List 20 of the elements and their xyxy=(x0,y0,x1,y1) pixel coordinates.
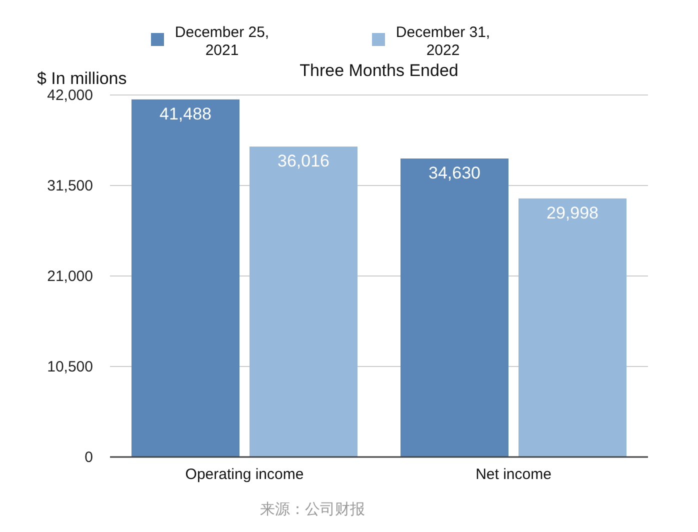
y-tick-label: 10,500 xyxy=(47,358,93,376)
legend-label: December 25, 2021 xyxy=(174,24,270,59)
bar xyxy=(400,158,508,457)
y-axis-title: $ In millions xyxy=(37,69,127,88)
x-tick-label: Operating income xyxy=(185,466,304,483)
bar xyxy=(250,146,358,457)
chart-title: Three Months Ended xyxy=(300,61,458,80)
y-tick-label: 42,000 xyxy=(47,87,93,104)
data-label: 34,630 xyxy=(428,164,480,183)
y-tick-label: 0 xyxy=(84,449,93,466)
data-label: 41,488 xyxy=(160,104,212,124)
y-tick-label: 21,000 xyxy=(47,268,93,285)
bar xyxy=(132,99,240,457)
data-label: 36,016 xyxy=(278,152,330,171)
x-tick-label: Net income xyxy=(476,466,552,483)
data-label: 29,998 xyxy=(546,203,598,222)
y-tick-label: 31,500 xyxy=(47,178,93,194)
annotation: 来源：公司财报 xyxy=(260,501,365,518)
legend-label: December 31, 2022 xyxy=(396,24,490,59)
bar xyxy=(518,198,626,457)
